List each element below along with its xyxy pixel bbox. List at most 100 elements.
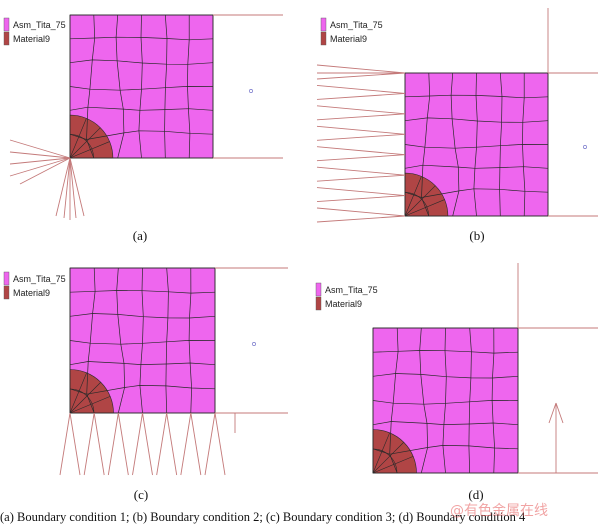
boundary-condition-arrows: [316, 64, 406, 223]
load-arrow-line: [316, 166, 406, 176]
mesh: [69, 14, 214, 159]
mesh-radial: [404, 185, 436, 217]
legend: Asm_Tita_75 Material9: [320, 17, 383, 46]
load-arrow-line: [316, 84, 406, 94]
load-arrow-line: [316, 195, 406, 203]
panel-c: Asm_Tita_75 Material9 (c): [3, 267, 288, 502]
legend-swatch-asm-tita: [320, 17, 327, 32]
legend-swatch-asm-tita: [3, 271, 10, 286]
mesh-column: [164, 14, 168, 159]
mesh-column: [139, 267, 144, 414]
load-arrow-head: [555, 402, 564, 424]
boundary-condition-arrows: [548, 402, 564, 473]
load-arrow-line: [19, 157, 71, 185]
load-arrow-head: [548, 402, 557, 424]
load-arrow-line: [166, 412, 178, 476]
mesh-column: [419, 327, 428, 474]
panel-label: (a): [133, 228, 147, 243]
legend-label-asm-tita: Asm_Tita_75: [325, 285, 378, 295]
legend-label-material9: Material9: [325, 299, 362, 309]
legend-label-asm-tita: Asm_Tita_75: [13, 274, 66, 284]
legend-swatch-material9: [320, 31, 327, 46]
mesh-radial: [372, 432, 390, 474]
load-arrow-line: [9, 157, 71, 165]
load-arrow-line: [316, 72, 406, 80]
legend-label-asm-tita: Asm_Tita_75: [13, 20, 66, 30]
load-arrow-line: [156, 412, 168, 476]
legend: Asm_Tita_75 Material9: [3, 271, 66, 300]
watermark: @有色金属在线: [450, 503, 548, 519]
reference-point: [583, 145, 587, 149]
reference-point: [249, 89, 253, 93]
load-arrow-line: [117, 412, 129, 476]
mesh-column: [450, 72, 460, 217]
mesh: [372, 327, 519, 474]
load-arrow-line: [316, 113, 406, 121]
mesh-column: [421, 72, 431, 217]
load-arrow-line: [9, 151, 71, 159]
mesh-radial: [69, 141, 110, 159]
mesh-column: [187, 15, 191, 159]
legend-label-asm-tita: Asm_Tita_75: [330, 20, 383, 30]
load-arrow-line: [214, 412, 226, 476]
mesh-arc: [69, 388, 95, 414]
mesh-column: [491, 327, 495, 474]
load-arrow-line: [316, 174, 406, 182]
figure-caption: (a) Boundary condition 1; (b) Boundary c…: [0, 510, 526, 524]
panel-d: Asm_Tita_75 Material9 (d): [315, 263, 598, 502]
mesh-column: [468, 327, 472, 474]
legend-swatch-asm-tita: [315, 282, 322, 297]
load-arrow-line: [63, 157, 71, 219]
mesh-radial: [69, 372, 87, 414]
mesh-column: [499, 72, 503, 217]
mesh-arc: [404, 192, 429, 217]
load-arrow-line: [59, 412, 71, 476]
legend-swatch-material9: [3, 285, 10, 300]
load-arrow-line: [204, 412, 216, 476]
mesh-column: [86, 267, 96, 414]
load-arrow-line: [83, 412, 95, 476]
mesh: [69, 267, 216, 414]
load-arrow-line: [316, 146, 406, 156]
mesh-column: [389, 327, 399, 474]
panel-label: (b): [469, 228, 484, 243]
mesh-radial: [372, 456, 414, 474]
load-arrow-line: [316, 133, 406, 141]
mesh-radial: [372, 442, 404, 474]
legend-label-material9: Material9: [13, 288, 50, 298]
mesh-radial: [404, 199, 445, 217]
mesh-arc: [69, 134, 94, 159]
legend: Asm_Tita_75 Material9: [3, 17, 66, 46]
load-arrow-line: [316, 187, 406, 197]
mesh-radial: [69, 127, 101, 159]
load-arrow-line: [142, 412, 153, 476]
mesh-column: [86, 14, 96, 159]
panel-b: Asm_Tita_75 Material9 (b): [316, 8, 598, 243]
mesh-radial: [69, 382, 101, 414]
panel-label: (c): [134, 487, 148, 502]
mesh-radial: [69, 118, 87, 159]
legend-label-material9: Material9: [13, 34, 50, 44]
panel-label: (d): [468, 487, 483, 502]
load-arrow-line: [316, 215, 406, 223]
panel-a: Asm_Tita_75 Material9 (a): [3, 14, 283, 243]
mesh-column: [522, 73, 526, 217]
mesh-column: [115, 14, 125, 159]
load-arrow-line: [93, 412, 105, 476]
boundary-condition-arrows: [9, 139, 85, 220]
mesh-radial: [404, 176, 422, 217]
load-arrow-line: [107, 412, 119, 476]
load-arrow-line: [316, 154, 406, 162]
mesh-column: [473, 72, 478, 217]
mesh-column: [442, 327, 447, 474]
mesh-radial: [69, 396, 111, 414]
mesh-arc: [372, 448, 398, 474]
legend-swatch-asm-tita: [3, 17, 10, 32]
legend-label-material9: Material9: [330, 34, 367, 44]
mesh-column: [188, 267, 192, 414]
load-arrow-line: [69, 412, 81, 476]
load-arrow-line: [9, 157, 71, 177]
load-arrow-line: [69, 157, 77, 219]
boundary-condition-figure: Asm_Tita_75 Material9 (a) Asm_Tita_75 Materi…: [3, 8, 598, 502]
legend-swatch-material9: [3, 31, 10, 46]
